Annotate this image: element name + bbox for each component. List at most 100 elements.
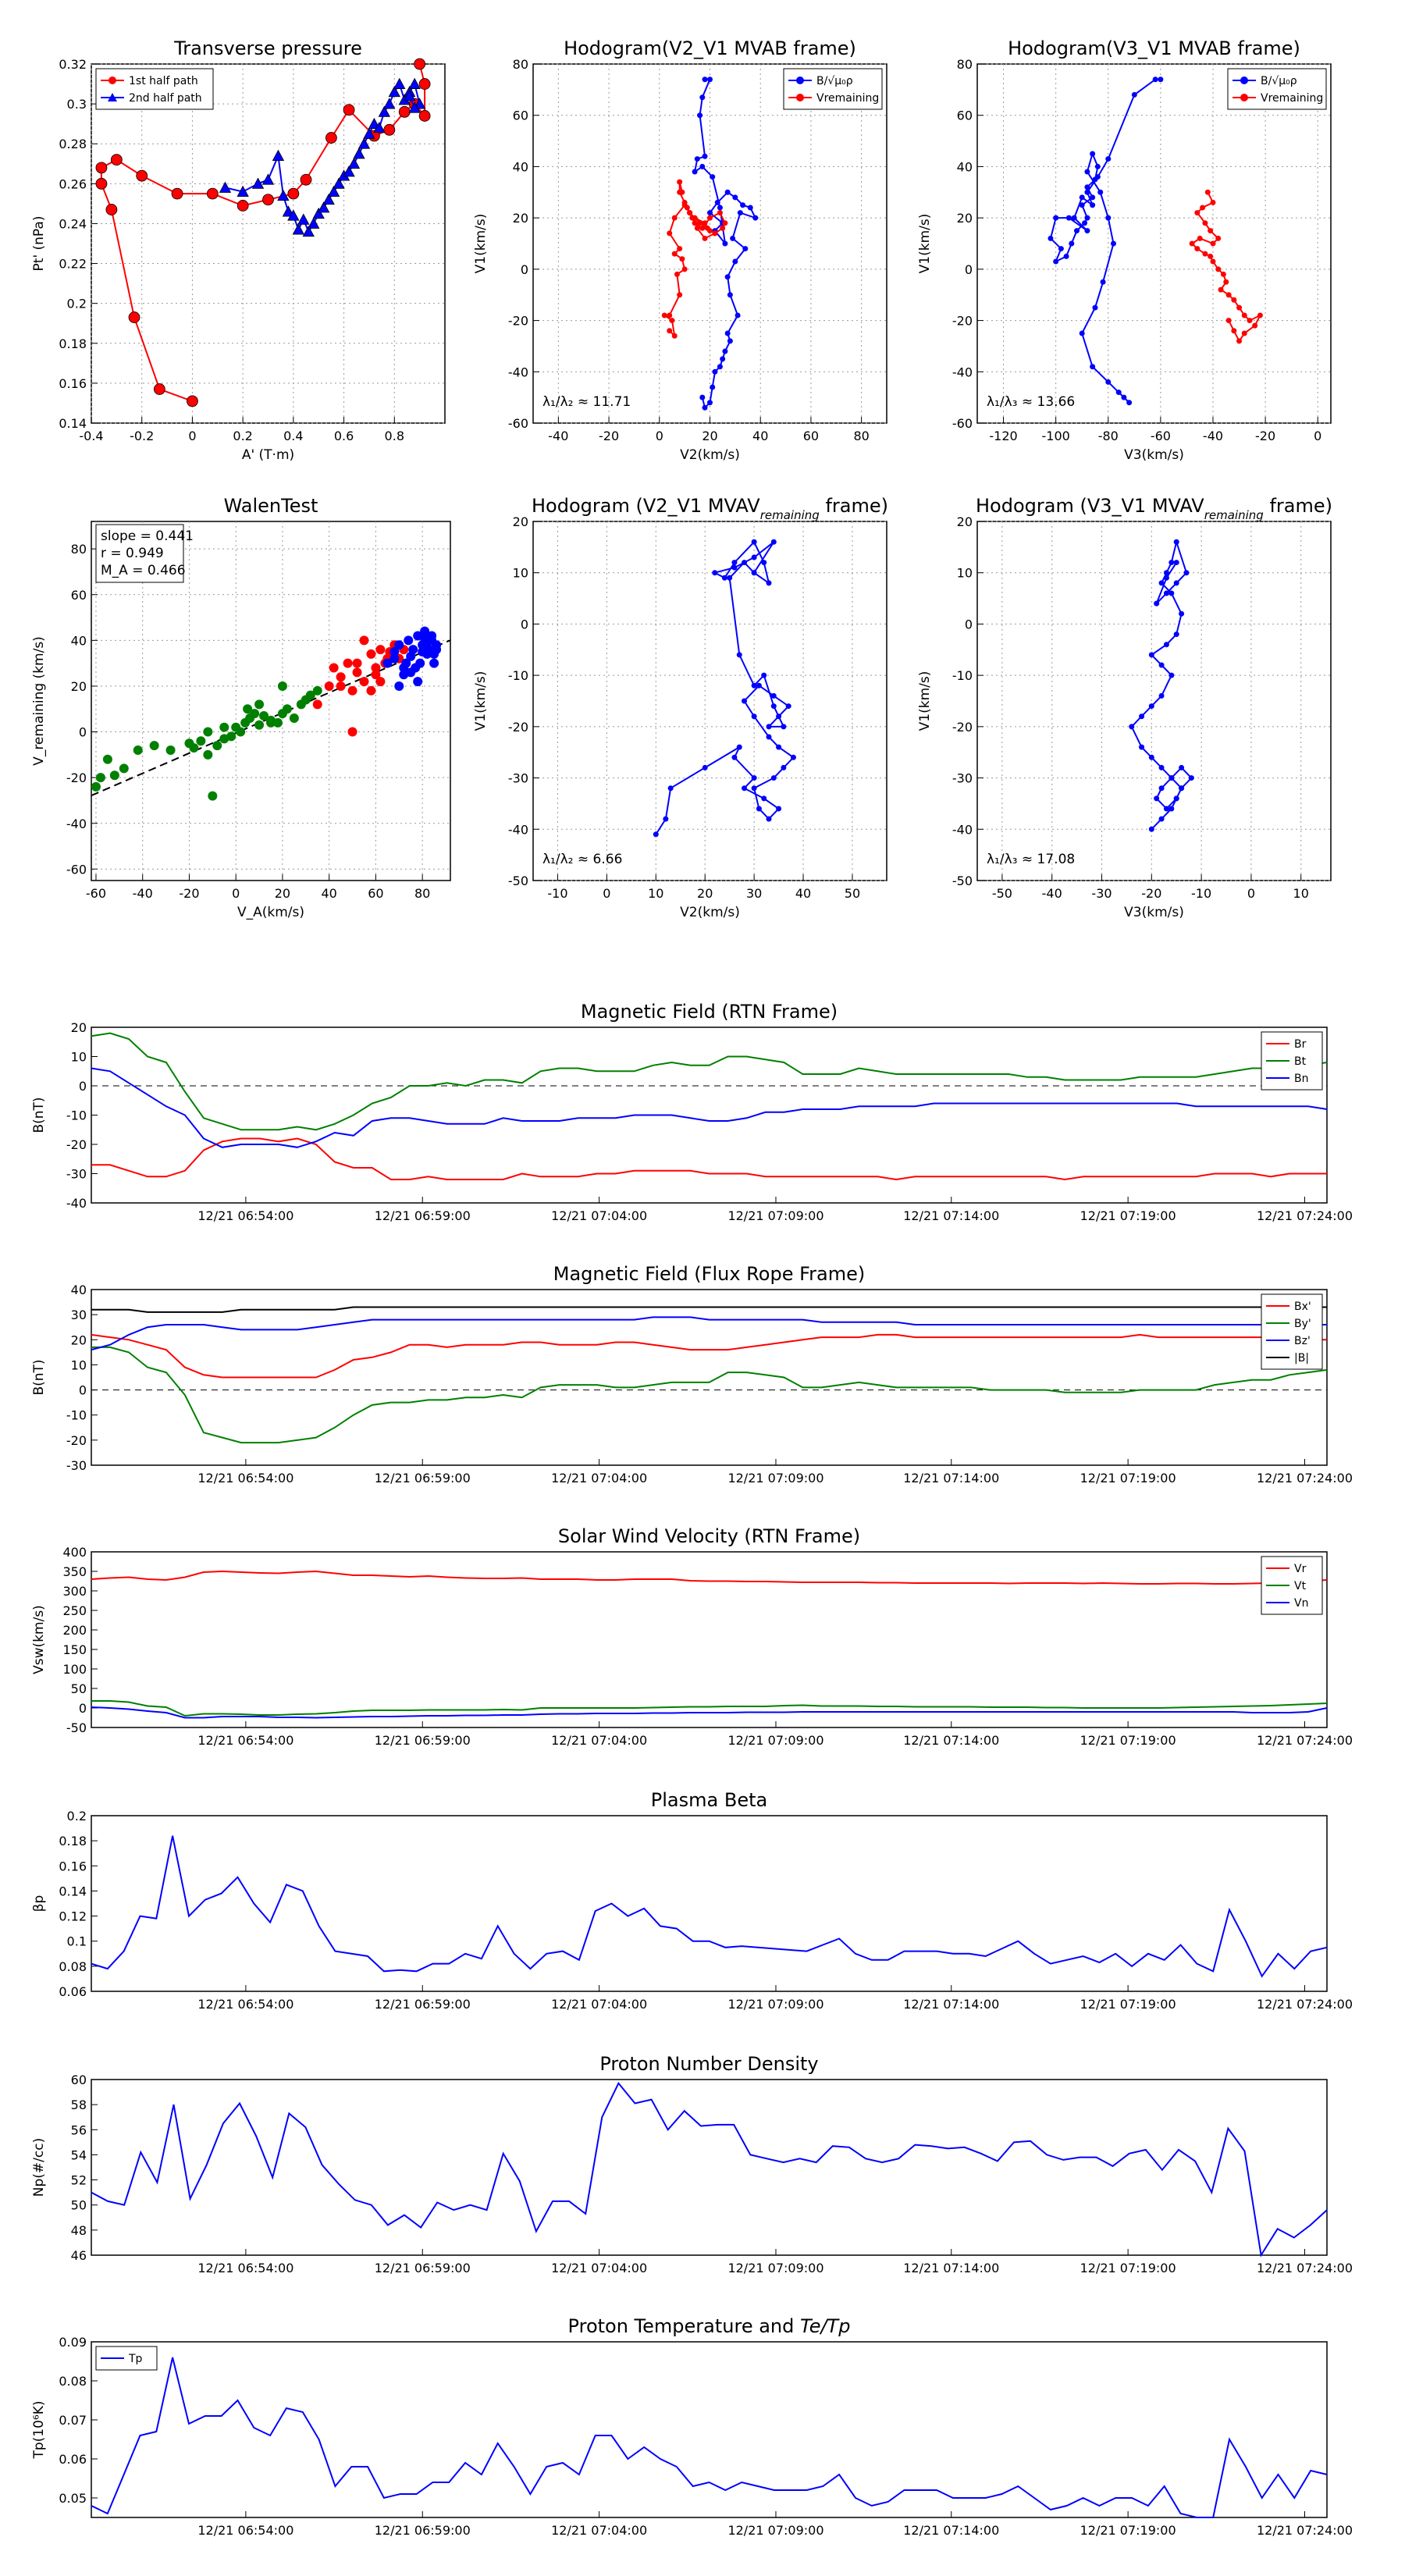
y-tick-label: 0.09: [59, 2335, 87, 2350]
data-point: [1173, 560, 1179, 566]
y-tick-label: 200: [62, 1623, 87, 1638]
legend-label: Tp: [128, 2353, 143, 2365]
legend-label: 2nd half path: [129, 92, 202, 105]
series-line: [91, 1306, 1327, 1313]
x-tick-label: -50: [992, 886, 1012, 901]
x-tick-label: 12/21 07:19:00: [1080, 2261, 1176, 2275]
data-point: [1168, 806, 1175, 812]
data-point: [375, 677, 386, 687]
data-point: [1158, 76, 1164, 83]
y-tick-label: -10: [508, 668, 528, 683]
data-point: [1110, 240, 1116, 247]
data-point: [1168, 775, 1175, 781]
data-point: [373, 121, 386, 133]
x-tick-label: 0: [188, 429, 196, 443]
data-point: [720, 356, 726, 362]
data-point: [347, 727, 357, 737]
data-point: [1131, 91, 1137, 98]
data-point: [737, 210, 743, 216]
data-point: [740, 202, 746, 208]
data-point: [766, 816, 772, 822]
x-tick-label: 12/21 07:19:00: [1080, 1733, 1176, 1748]
data-point: [667, 328, 673, 334]
data-point: [702, 764, 708, 770]
data-point: [732, 194, 738, 201]
data-point: [153, 383, 165, 395]
data-point: [189, 743, 199, 753]
data-point: [109, 770, 119, 781]
data-point: [1204, 189, 1211, 195]
data-point: [1090, 151, 1096, 157]
y-tick-label: -20: [508, 314, 528, 329]
data-point: [776, 744, 782, 750]
mag-fluxrope-chart: Magnetic Field (Flux Rope Frame) -30 -20 -1…: [31, 1263, 1353, 1485]
x-tick-label: -0.4: [79, 429, 103, 443]
data-point: [1163, 590, 1169, 596]
data-point: [1105, 379, 1112, 385]
data-point: [781, 724, 787, 730]
data-point: [684, 205, 690, 211]
x-tick-label: 0.2: [233, 429, 252, 443]
y-tick-label: 40: [71, 1283, 87, 1297]
legend-marker: [108, 76, 116, 84]
data-point: [677, 292, 683, 298]
data-point: [289, 713, 299, 723]
data-point: [371, 670, 381, 680]
y-axis-label: V1(km/s): [917, 671, 933, 731]
data-point: [1139, 744, 1145, 750]
x-tick-label: 10: [1293, 886, 1309, 901]
x-tick-label: 0: [1247, 886, 1255, 901]
series-line: [91, 2081, 1328, 2258]
data-point: [414, 58, 426, 70]
data-point: [667, 785, 674, 792]
data-point: [277, 681, 287, 691]
y-tick-label: 80: [957, 57, 973, 72]
y-tick-label: -40: [508, 365, 528, 379]
data-point: [707, 76, 713, 83]
x-tick-label: 12/21 07:19:00: [1080, 1997, 1176, 2012]
x-tick-label: 12/21 07:04:00: [551, 1997, 647, 2012]
data-point: [1058, 246, 1064, 252]
data-point: [95, 773, 105, 783]
data-point: [663, 816, 669, 822]
data-point: [671, 215, 678, 221]
legend-label: 1st half path: [129, 75, 198, 87]
data-point: [388, 85, 400, 98]
data-point: [722, 348, 728, 354]
y-tick-label: 0: [965, 617, 973, 632]
y-tick-label: -10: [66, 1408, 87, 1423]
x-tick-label: 12/21 06:59:00: [375, 2523, 471, 2538]
data-point: [1100, 279, 1106, 285]
data-point: [731, 560, 738, 566]
series-line: [91, 1067, 1328, 1148]
data-point: [722, 220, 728, 226]
x-axis-label: V2(km/s): [680, 447, 740, 463]
legend-label: Vremaining: [1261, 92, 1323, 105]
y-tick-label: 0.05: [59, 2491, 87, 2506]
x-tick-label: -40: [1042, 886, 1062, 901]
data-point: [1148, 703, 1154, 710]
y-tick-label: 60: [957, 109, 973, 123]
y-tick-label: 0.18: [59, 1834, 87, 1848]
data-point: [781, 764, 787, 770]
data-point: [343, 165, 355, 177]
title-subscript: remaining: [1204, 508, 1264, 522]
data-point: [1179, 610, 1185, 617]
legend-box: [1227, 68, 1327, 110]
data-point: [343, 658, 353, 668]
plot-frame: [91, 2079, 1328, 2256]
data-point: [312, 699, 322, 710]
data-point: [751, 570, 757, 576]
data-point: [1220, 271, 1226, 277]
x-tick-label: -120: [989, 429, 1017, 443]
hodogram-v3-mvav-chart: Hodogram (V3_V1 MVAVremaining frame) -50 -…: [917, 495, 1332, 920]
y-tick-label: 20: [71, 1020, 87, 1035]
data-point: [1158, 662, 1165, 668]
y-tick-label: 0.28: [59, 137, 87, 151]
data-point: [742, 698, 748, 704]
x-tick-label: 0.4: [283, 429, 303, 443]
data-point: [272, 717, 283, 728]
chart-title: Hodogram (V3_V1 MVAVremaining frame): [976, 495, 1332, 522]
data-point: [418, 78, 431, 90]
y-tick-label: 40: [513, 159, 528, 174]
